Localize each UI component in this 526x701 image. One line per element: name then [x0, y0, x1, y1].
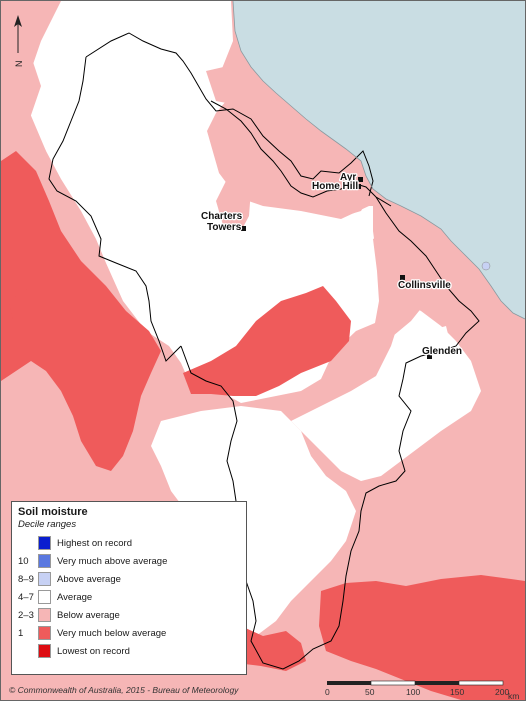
town-marker-glenden — [427, 354, 432, 359]
below-average-patch-2 — [206, 63, 251, 105]
below-average-patch-4 — [373, 196, 441, 336]
north-label: N — [14, 61, 24, 68]
legend-label: Lowest on record — [57, 645, 130, 657]
legend-decile: 4–7 — [18, 591, 34, 603]
legend-row: Lowest on record — [18, 642, 240, 660]
legend-decile: 2–3 — [18, 609, 34, 621]
legend-swatch-average — [38, 590, 51, 604]
legend-swatch-below — [38, 608, 51, 622]
legend: Soil moisture Decile ranges Highest on r… — [11, 501, 247, 675]
legend-swatch-highest — [38, 536, 51, 550]
scale-tick-label: 0 — [325, 687, 330, 697]
town-label-ayr: Ayr — [340, 172, 356, 183]
legend-decile: 8–9 — [18, 573, 34, 585]
town-marker-collinsville — [400, 275, 405, 280]
very-much-below-west — [1, 151, 161, 471]
legend-label: Average — [57, 591, 93, 603]
below-average-patch-5 — [216, 181, 251, 231]
coral-sea — [233, 1, 525, 319]
very-much-below-lobe — [9, 286, 43, 319]
legend-title: Soil moisture — [18, 506, 88, 518]
scale-tick-label: 100 — [406, 687, 420, 697]
legend-row: 10 Very much above average — [18, 552, 240, 570]
town-marker-ayr — [358, 177, 363, 182]
legend-swatch-very-much-above — [38, 554, 51, 568]
legend-row: 8–9 Above average — [18, 570, 240, 588]
town-label-collinsville: Collinsville — [398, 280, 451, 291]
average-region-central — [151, 406, 356, 636]
town-marker-home-hill — [356, 184, 361, 189]
scale-tick-label: 50 — [365, 687, 375, 697]
legend-row: 1 Very much below average — [18, 624, 240, 642]
very-much-below-central — [183, 286, 351, 396]
town-label-charters: Charters — [201, 211, 243, 222]
below-average-patch-3 — [326, 161, 373, 217]
town-label-home-hill: Home Hill — [312, 181, 358, 192]
coastline — [232, 1, 525, 320]
legend-decile: 10 — [18, 555, 29, 567]
catchment-boundary-north — [85, 32, 374, 197]
scale-tick-label: 200 — [495, 687, 509, 697]
north-arrow: N — [14, 15, 24, 68]
island-sea-patch — [481, 261, 491, 271]
catchment-boundary-east — [180, 196, 480, 670]
catchment-boundary-west — [48, 56, 182, 362]
legend-subtitle: Decile ranges — [18, 519, 77, 530]
legend-swatch-above — [38, 572, 51, 586]
scale-unit-label: km — [508, 691, 519, 701]
scale-tick-label: 150 — [450, 687, 464, 697]
copyright-credit: © Commonwealth of Australia, 2015 - Bure… — [9, 685, 239, 695]
legend-swatch-very-much-below — [38, 626, 51, 640]
legend-row: Highest on record — [18, 534, 240, 552]
legend-row: 4–7 Average — [18, 588, 240, 606]
below-average-patch-1 — [1, 56, 46, 161]
town-marker-charters-towers — [241, 226, 246, 231]
legend-label: Very much above average — [57, 555, 168, 567]
town-label-glenden: Glenden — [422, 346, 462, 357]
legend-label: Above average — [57, 573, 121, 585]
town-label-towers: Towers — [207, 222, 242, 233]
legend-decile: 1 — [18, 627, 24, 639]
very-much-below-southeast — [319, 575, 525, 700]
legend-label: Very much below average — [57, 627, 167, 639]
legend-label: Highest on record — [57, 537, 132, 549]
legend-label: Below average — [57, 609, 120, 621]
scale-bar: 0 50 100 150 200 km — [325, 680, 519, 701]
scale-segment — [415, 681, 459, 685]
scale-segment — [458, 680, 504, 686]
scale-segment — [327, 681, 371, 685]
legend-row: 2–3 Below average — [18, 606, 240, 624]
legend-swatch-lowest — [38, 644, 51, 658]
scale-segment — [370, 680, 416, 686]
